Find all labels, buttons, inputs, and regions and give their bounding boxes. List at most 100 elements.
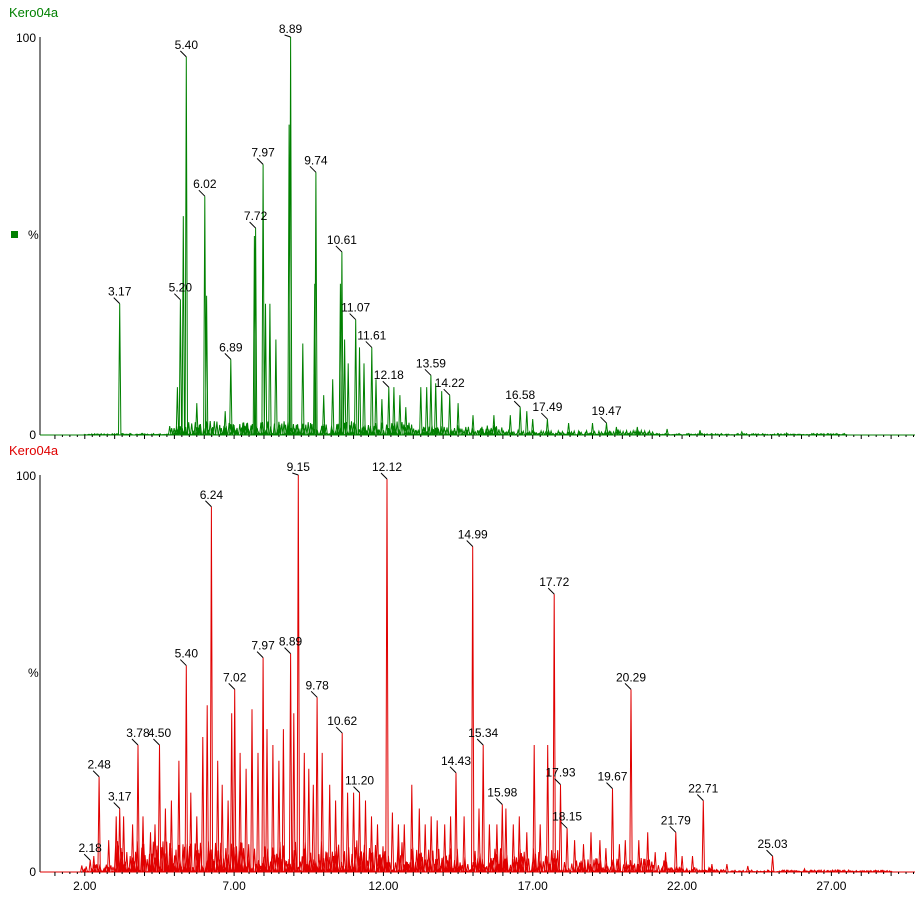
peak-label: 7.97 [251, 639, 275, 653]
top-y-tick-min: 0 [29, 428, 36, 442]
peak-label: 11.61 [357, 328, 386, 342]
peak-leader-line [224, 353, 232, 360]
peak-label: 14.22 [435, 376, 465, 390]
peak-label: 16.58 [505, 388, 535, 402]
peak-leader-line [365, 341, 373, 348]
peak-leader-line [113, 297, 121, 305]
x-tick-label: 12.00 [368, 879, 398, 893]
peak-leader-line [766, 849, 773, 857]
top-y-axis-label: % [28, 228, 39, 242]
peak-label: 11.07 [341, 301, 370, 315]
peak-leader-line [292, 472, 299, 476]
peak-label: 3.17 [108, 285, 132, 299]
peak-leader-line [349, 313, 357, 320]
peak-leader-line [83, 853, 91, 861]
x-tick-label: 17.00 [518, 879, 548, 893]
peak-leader-line [424, 368, 432, 376]
peak-label: 14.43 [441, 754, 471, 768]
bottom-y-tick-max: 100 [16, 469, 36, 483]
peak-leader-line [335, 245, 343, 253]
peak-label: 15.34 [468, 726, 498, 740]
peak-label: 5.40 [175, 647, 199, 661]
peak-label: 18.15 [552, 809, 582, 823]
peak-leader-line [476, 738, 484, 746]
peak-label: 3.78 [126, 726, 150, 740]
peak-leader-line [495, 798, 503, 805]
peak-leader-line [353, 786, 360, 793]
peak-label: 17.49 [532, 400, 562, 414]
peak-leader-line [198, 189, 206, 197]
peak-leader-line [249, 221, 256, 229]
peak-leader-line [228, 683, 236, 690]
peak-label: 2.18 [78, 841, 102, 855]
peak-label: 5.20 [169, 281, 193, 295]
peak-label: 8.89 [279, 635, 303, 649]
peak-label: 6.89 [219, 340, 243, 354]
peak-label: 6.24 [200, 488, 224, 502]
peak-label: 9.15 [287, 460, 311, 474]
top-chromatogram-trace [40, 36, 915, 436]
peak-leader-line [606, 782, 613, 789]
peak-leader-line [174, 293, 181, 301]
top-chromatogram-panel: Kero04a 100 0 % 3.17 5.20 5.40 6.02 6.89 7.72… [9, 5, 915, 442]
peak-label: 14.99 [458, 527, 488, 541]
x-tick-label: 27.00 [816, 879, 846, 893]
peak-label: 11.20 [345, 774, 374, 788]
peak-label: 13.59 [416, 356, 446, 370]
peak-label: 9.78 [305, 678, 329, 692]
peak-label: 19.47 [591, 404, 621, 418]
peak-label: 8.89 [279, 22, 303, 36]
peak-leader-line [547, 587, 555, 595]
peak-leader-line [205, 500, 212, 508]
peak-leader-line [624, 683, 632, 690]
peak-label: 25.03 [758, 837, 788, 851]
peak-leader-line [310, 690, 318, 698]
peak-leader-line [131, 738, 139, 746]
bottom-chromatogram-panel: Kero04a 100 0 % 2.18 2.48 3.17 3.784.50 5.40… [9, 443, 915, 893]
peak-leader-line [179, 50, 187, 58]
peak-label: 3.17 [108, 789, 132, 803]
peak-label: 12.18 [374, 368, 404, 382]
peak-leader-line [256, 158, 264, 165]
peak-leader-line [541, 412, 548, 420]
x-tick-label: 7.00 [222, 879, 246, 893]
peak-label: 19.67 [597, 770, 627, 784]
bottom-y-axis-label: % [28, 666, 39, 680]
peak-leader-line [113, 802, 121, 809]
peak-label: 9.74 [304, 153, 328, 167]
peak-label: 10.61 [327, 233, 357, 247]
peak-label: 7.97 [251, 145, 275, 159]
bottom-panel-title: Kero04a [9, 443, 59, 458]
peak-leader-line [669, 825, 677, 833]
peak-leader-line [449, 766, 457, 774]
peak-label: 15.98 [487, 786, 517, 800]
peak-label: 7.02 [223, 670, 247, 684]
peak-label: 22.71 [688, 782, 718, 796]
peak-leader-line [600, 416, 607, 424]
peak-leader-line [335, 726, 343, 734]
peak-label: 12.12 [372, 460, 402, 474]
peak-leader-line [256, 651, 264, 658]
peak-label: 7.72 [244, 209, 268, 223]
peak-label: 21.79 [661, 813, 691, 827]
peak-label: 2.48 [87, 758, 111, 772]
peak-leader-line [179, 659, 187, 666]
peak-leader-line [380, 472, 388, 480]
peak-leader-line [284, 34, 291, 38]
peak-leader-line [513, 400, 521, 408]
series-marker-icon [11, 231, 18, 238]
x-tick-label: 22.00 [667, 879, 697, 893]
peak-leader-line [92, 770, 100, 778]
peak-label: 6.02 [193, 177, 217, 191]
peak-leader-line [382, 380, 390, 388]
peak-label: 17.93 [546, 766, 576, 780]
top-y-tick-max: 100 [16, 31, 36, 45]
bottom-y-tick-min: 0 [29, 865, 36, 879]
top-panel-title: Kero04a [9, 5, 59, 20]
peak-leader-line [554, 778, 561, 786]
peak-label: 20.29 [616, 670, 646, 684]
peak-label: 4.50 [148, 726, 172, 740]
peak-leader-line [309, 165, 317, 173]
x-tick-label: 2.00 [73, 879, 97, 893]
